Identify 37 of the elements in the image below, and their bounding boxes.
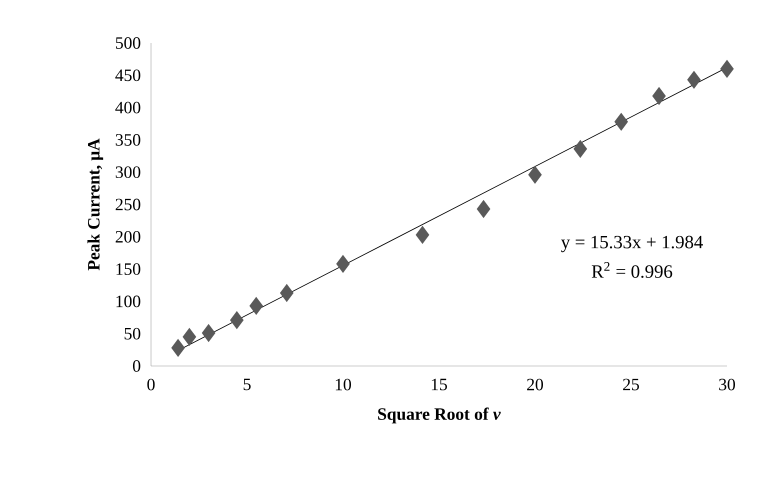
point: [249, 296, 263, 315]
point: [171, 338, 185, 357]
x-tick-label: 15: [432, 378, 447, 390]
y-tick-label: 350: [116, 134, 140, 146]
y-tick-label: 100: [116, 296, 140, 308]
point: [528, 166, 542, 184]
point: [574, 140, 588, 158]
point: [476, 200, 490, 218]
y-tick-label: 250: [116, 198, 140, 210]
point: [230, 311, 244, 330]
point: [720, 60, 734, 78]
y-tick-label: 450: [115, 69, 140, 82]
y-tick-label: 150: [116, 263, 140, 275]
x-tick-label: 30: [719, 378, 736, 390]
annotation: y = 15.33x + 1.984: [561, 236, 703, 252]
x-tick-label: 10: [336, 378, 352, 390]
annotation: R$^{2}$ = 0.996: [592, 262, 672, 278]
y-tick-label: 400: [115, 102, 140, 114]
y-tick-label: 0: [132, 360, 140, 372]
point: [336, 254, 350, 273]
y-axis-title: Peak Current, μA: [87, 138, 104, 270]
x-tick-label: 25: [623, 378, 639, 390]
x-tick-label: 5: [244, 378, 251, 390]
point: [687, 70, 701, 89]
point: [614, 112, 628, 131]
y-tick-label: 300: [116, 166, 140, 178]
x-axis-title: Square Root of v: [378, 408, 501, 424]
point: [652, 87, 666, 105]
point: [280, 284, 294, 302]
x-tick-label: 20: [527, 378, 544, 390]
y-tick-label: 50: [124, 328, 140, 340]
x-tick-label: 0: [147, 378, 155, 390]
point: [202, 324, 216, 342]
point: [182, 328, 196, 346]
y-tick-label: 200: [116, 230, 140, 243]
y-tick-label: 500: [116, 37, 140, 49]
point: [416, 226, 430, 244]
